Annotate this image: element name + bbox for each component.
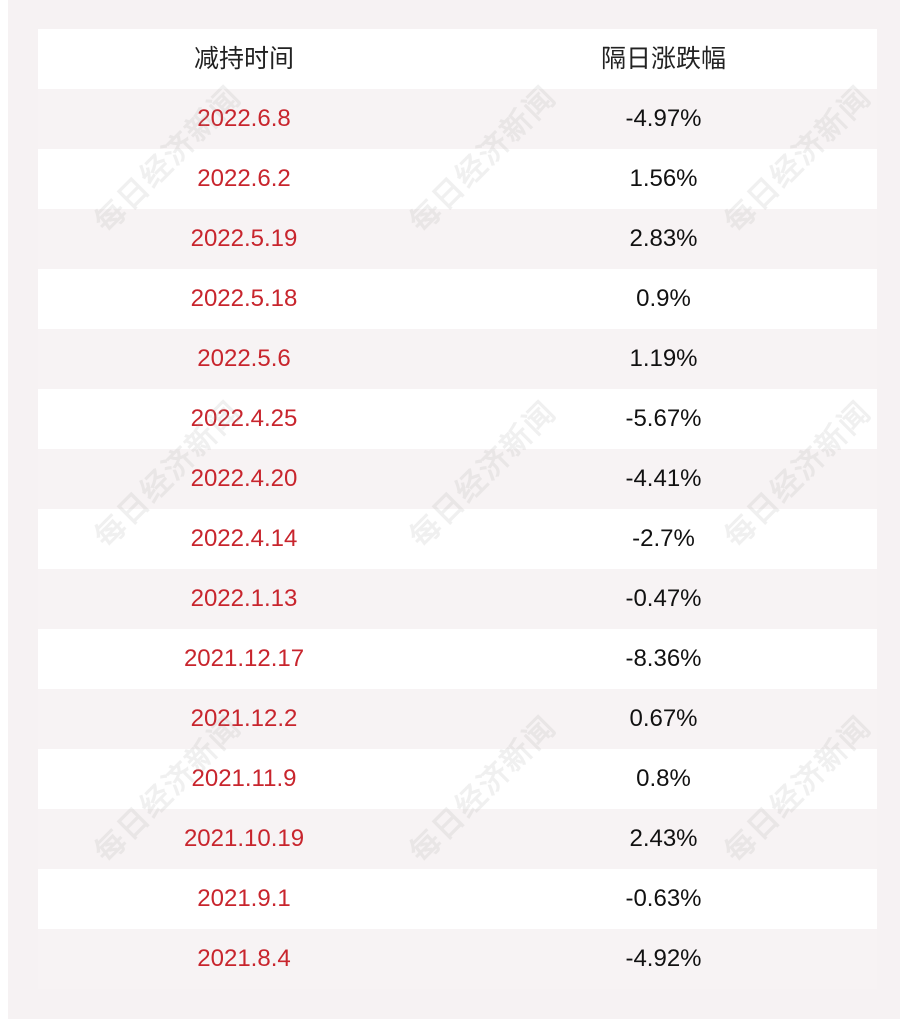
table-row: 2022.4.14 -2.7% [38, 509, 877, 569]
reduction-date: 2021.12.17 [183, 645, 305, 672]
table-row: 2022.4.20 -4.41% [38, 449, 877, 509]
next-day-change: 2.43% [629, 825, 698, 852]
next-day-change: 1.56% [629, 165, 698, 192]
table-row: 2021.11.9 0.8% [38, 749, 877, 809]
reduction-date: 2021.10.19 [183, 825, 305, 852]
reduction-date: 2021.9.1 [197, 885, 291, 912]
next-day-change: 0.8% [636, 765, 691, 792]
next-day-change: -0.47% [625, 585, 702, 612]
reduction-date: 2022.5.18 [190, 285, 298, 312]
reduction-date: 2022.6.2 [197, 165, 291, 192]
reduction-date: 2022.1.13 [190, 585, 298, 612]
next-day-change: -5.67% [625, 405, 702, 432]
table-row: 2022.1.13 -0.47% [38, 569, 877, 629]
reduction-date: 2022.5.6 [197, 345, 291, 372]
table-row: 2021.9.1 -0.63% [38, 869, 877, 929]
table-header-row: 减持时间 隔日涨跌幅 [38, 29, 877, 89]
next-day-change: 1.19% [629, 345, 698, 372]
table-row: 2021.10.19 2.43% [38, 809, 877, 869]
next-day-change: -4.97% [625, 105, 702, 132]
table-row: 2022.5.18 0.9% [38, 269, 877, 329]
table-row: 2021.12.17 -8.36% [38, 629, 877, 689]
table-row: 2022.4.25 -5.67% [38, 389, 877, 449]
reduction-date: 2022.5.19 [190, 225, 298, 252]
reduction-table: 减持时间 隔日涨跌幅 2022.6.8 -4.97% 2022.6.2 1.56… [38, 29, 877, 989]
next-day-change: 0.67% [629, 705, 698, 732]
reduction-date: 2021.8.4 [197, 945, 291, 972]
next-day-change: -8.36% [625, 645, 702, 672]
next-day-change: -0.63% [625, 885, 702, 912]
table-row: 2021.12.2 0.67% [38, 689, 877, 749]
reduction-date: 2021.12.2 [190, 705, 298, 732]
next-day-change: -2.7% [632, 525, 695, 552]
next-day-change: 0.9% [636, 285, 691, 312]
table-row: 2022.6.2 1.56% [38, 149, 877, 209]
table-row: 2021.8.4 -4.92% [38, 929, 877, 989]
table-row: 2022.5.6 1.19% [38, 329, 877, 389]
next-day-change: -4.92% [625, 945, 702, 972]
table-row: 2022.5.19 2.83% [38, 209, 877, 269]
header-reduction-date: 减持时间 [193, 45, 294, 73]
table-row: 2022.6.8 -4.97% [38, 89, 877, 149]
reduction-date: 2022.6.8 [197, 105, 291, 132]
reduction-date: 2022.4.25 [190, 405, 298, 432]
reduction-date: 2022.4.20 [190, 465, 298, 492]
reduction-date: 2022.4.14 [190, 525, 298, 552]
reduction-date: 2021.11.9 [191, 765, 297, 792]
next-day-change: 2.83% [629, 225, 698, 252]
header-next-day-change: 隔日涨跌幅 [600, 45, 726, 73]
next-day-change: -4.41% [625, 465, 702, 492]
